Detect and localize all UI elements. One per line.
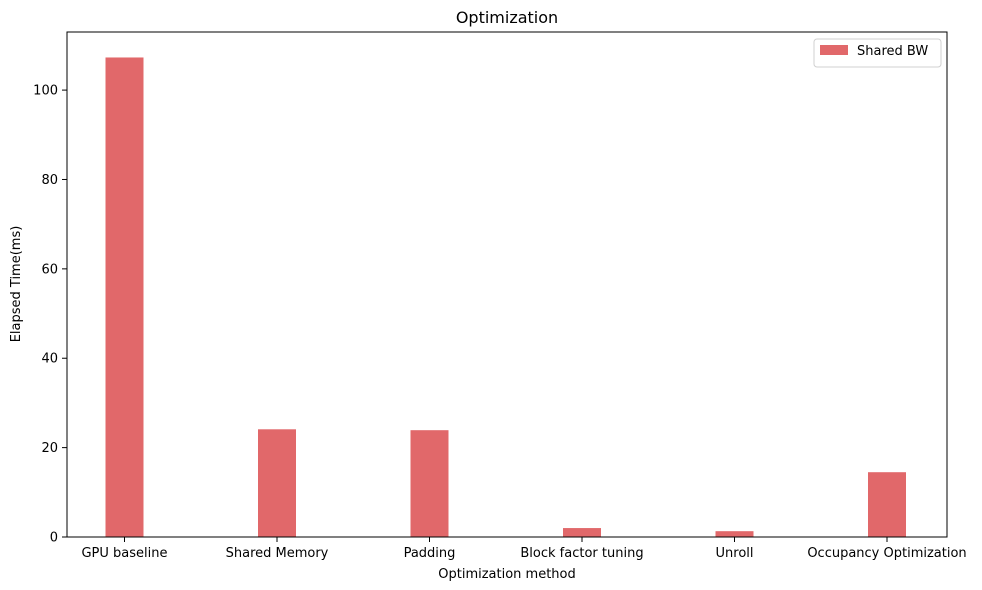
x-tick-label-2: Padding [404,546,456,561]
y-axis-label: Elapsed Time(ms) [9,226,24,343]
bar-3 [563,528,601,537]
bar-4 [715,531,754,537]
legend-swatch [820,45,848,55]
x-tick-label-1: Shared Memory [226,546,329,561]
y-tick-label-5: 100 [33,84,58,99]
plot-frame [66,31,948,538]
bar-0 [105,57,144,537]
y-tick-label-0: 0 [50,531,58,546]
x-tick-label-3: Block factor tuning [520,546,643,561]
x-tick-label-0: GPU baseline [81,546,167,561]
y-tick-label-1: 20 [41,441,58,456]
y-tick-label-3: 60 [41,262,58,277]
x-axis: GPU baseline Shared Memory Padding Block fa… [81,537,967,561]
bar-1 [258,429,296,537]
legend-label: Shared BW [857,44,928,59]
bars-group [105,57,906,537]
chart-title: Optimization [456,8,558,27]
bar-2 [410,430,449,537]
x-tick-label-5: Occupancy Optimization [807,546,966,561]
y-tick-label-4: 80 [41,173,58,188]
y-tick-label-2: 40 [41,352,58,367]
y-axis: 0 20 40 60 80 100 [33,84,67,546]
x-axis-label: Optimization method [438,567,576,582]
bar-5 [868,472,906,537]
x-tick-label-4: Unroll [716,546,754,561]
legend: Shared BW [813,38,942,68]
